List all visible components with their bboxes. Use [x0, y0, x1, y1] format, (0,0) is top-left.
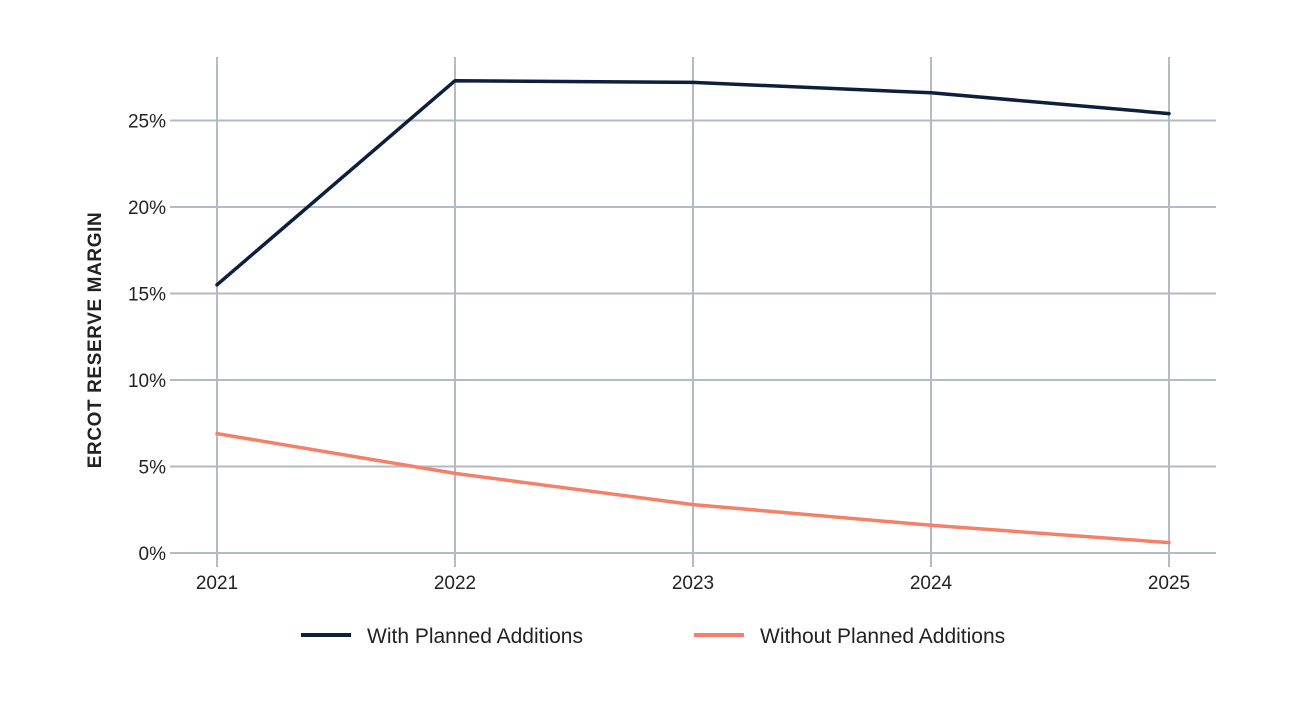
y-tick-label: 10%	[128, 371, 166, 392]
y-tick-label: 0%	[139, 544, 167, 565]
y-tick-label: 15%	[128, 285, 166, 306]
y-tick-label: 20%	[128, 198, 166, 219]
y-tick-label: 5%	[139, 458, 167, 479]
series-line-0	[215, 78, 1171, 287]
x-tick-label: 2025	[1148, 573, 1190, 594]
series-line-1	[215, 431, 1171, 545]
y-axis-ticks: 0% 5% 10% 15% 20% 25%	[128, 112, 166, 566]
x-axis-ticks: 2021 2022 2023 2024 2025	[196, 573, 1190, 594]
x-tick-label: 2024	[910, 573, 953, 594]
y-axis-title: ERCOT RESERVE MARGIN	[85, 212, 106, 469]
grid	[170, 57, 1216, 567]
series-group	[215, 78, 1171, 545]
x-tick-label: 2021	[196, 573, 238, 594]
y-tick-label: 25%	[128, 112, 166, 133]
legend-label-1: Without Planned Additions	[760, 625, 1005, 648]
x-tick-label: 2022	[434, 573, 476, 594]
legend: With Planned Additions Without Planned Ad…	[301, 625, 1005, 648]
x-tick-label: 2023	[672, 573, 714, 594]
legend-label-0: With Planned Additions	[367, 625, 583, 648]
